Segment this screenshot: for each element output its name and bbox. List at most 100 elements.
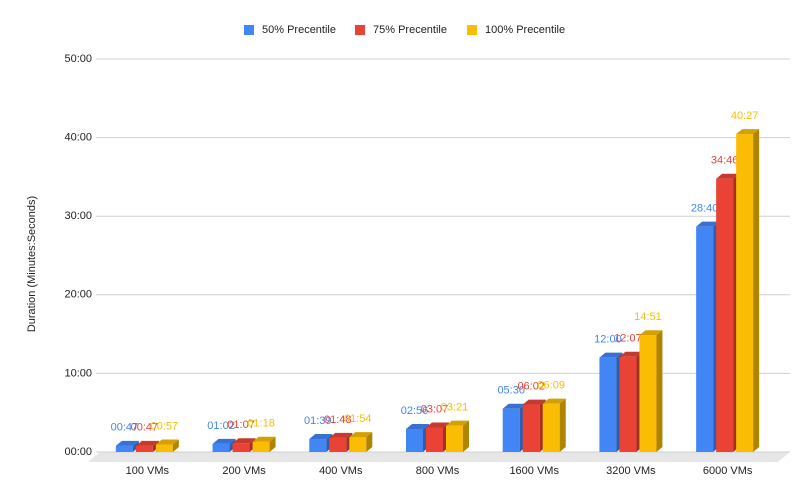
bar-top (619, 351, 643, 357)
x-tick-label: 6000 VMs (703, 465, 753, 477)
bar-front (542, 403, 560, 452)
value-label: 12:00 (594, 334, 622, 346)
bar-top (716, 173, 740, 179)
bar (522, 399, 546, 452)
bar-side (172, 439, 179, 452)
bar-front (232, 443, 250, 452)
bar-top (212, 438, 236, 444)
bar-top (639, 330, 663, 336)
bar-side (366, 432, 373, 452)
value-label: 00:47 (111, 422, 139, 434)
x-tick-label: 400 VMs (319, 465, 363, 477)
bar (115, 440, 139, 452)
y-tick-label: 00:00 (64, 446, 92, 458)
bar-front (349, 437, 367, 452)
bar (736, 129, 760, 453)
legend-swatch (244, 25, 254, 35)
bar (716, 173, 740, 452)
bar (619, 351, 643, 452)
bar (542, 398, 566, 452)
bar-front (155, 444, 173, 452)
bar-front (639, 335, 657, 452)
bar-top (115, 440, 139, 446)
legend-label: 100% Precentile (485, 24, 565, 36)
y-tick-label: 50:00 (64, 53, 92, 65)
value-label: 03:21 (441, 402, 469, 414)
value-label: 12:07 (614, 333, 642, 345)
bar-top (599, 352, 623, 358)
bar-top (502, 403, 526, 409)
bar-top (522, 399, 546, 405)
bar-top (329, 432, 353, 438)
y-tick-label: 30:00 (64, 210, 92, 222)
bar (252, 436, 276, 452)
x-tick-label: 800 VMs (416, 465, 460, 477)
bar-front (115, 445, 133, 452)
value-label: 34:46 (711, 155, 739, 167)
bar-side (269, 436, 276, 452)
bar-top (349, 432, 373, 438)
value-label: 01:48 (324, 414, 352, 426)
bar-top (232, 438, 256, 444)
bar-front (736, 134, 754, 453)
bar (329, 432, 353, 452)
bar-front (696, 226, 714, 452)
bar-side (559, 398, 566, 452)
bar-top (406, 423, 429, 429)
bar (426, 422, 449, 452)
floor (88, 452, 790, 462)
value-label: 00:57 (151, 420, 179, 432)
x-tick-label: 200 VMs (222, 465, 266, 477)
y-tick-label: 10:00 (64, 367, 92, 379)
value-label: 28:40 (691, 203, 719, 215)
legend-swatch (355, 25, 365, 35)
bar-front (716, 178, 734, 452)
bar-top (446, 420, 469, 426)
x-tick-label: 1600 VMs (509, 465, 559, 477)
bar-side (463, 420, 469, 452)
bar (502, 403, 526, 452)
bar-top (309, 434, 333, 440)
bar (446, 420, 469, 452)
value-label: 14:51 (634, 311, 662, 323)
value-label: 01:02 (207, 420, 235, 432)
bar-front (406, 428, 423, 452)
bar-front (426, 427, 443, 452)
bar-top (696, 221, 720, 227)
bar (696, 221, 720, 452)
bar (406, 423, 429, 452)
value-label: 05:30 (497, 385, 525, 397)
value-label: 01:07 (227, 419, 255, 431)
bar-front (522, 404, 540, 452)
bar-front (252, 441, 270, 452)
value-label: 00:47 (131, 422, 159, 434)
x-tick-label: 3200 VMs (606, 465, 656, 477)
bar-front (135, 445, 153, 452)
y-axis-title: Duration (Minutes:Seconds) (26, 196, 38, 332)
bar-top (155, 439, 179, 445)
bar-front (309, 439, 327, 452)
value-label: 01:39 (304, 415, 332, 427)
bar (232, 438, 256, 452)
bar-front (212, 443, 230, 452)
value-label: 40:27 (731, 110, 759, 122)
bar-side (753, 129, 760, 453)
bar-front (446, 425, 463, 452)
bar-side (656, 330, 663, 452)
value-label: 06:02 (517, 380, 545, 392)
legend-swatch (467, 25, 477, 35)
bar-top (252, 436, 276, 442)
bar-front (329, 437, 347, 452)
bar (212, 438, 236, 452)
bar (639, 330, 663, 452)
legend-label: 75% Precentile (373, 24, 447, 36)
bar-front (619, 356, 637, 452)
x-tick-label: 100 VMs (126, 465, 170, 477)
bar-top (135, 440, 159, 446)
value-label: 01:18 (247, 418, 275, 430)
value-label: 01:54 (344, 413, 372, 425)
bar-top (736, 129, 760, 135)
bar-front (599, 357, 617, 452)
y-tick-label: 20:00 (64, 289, 92, 301)
